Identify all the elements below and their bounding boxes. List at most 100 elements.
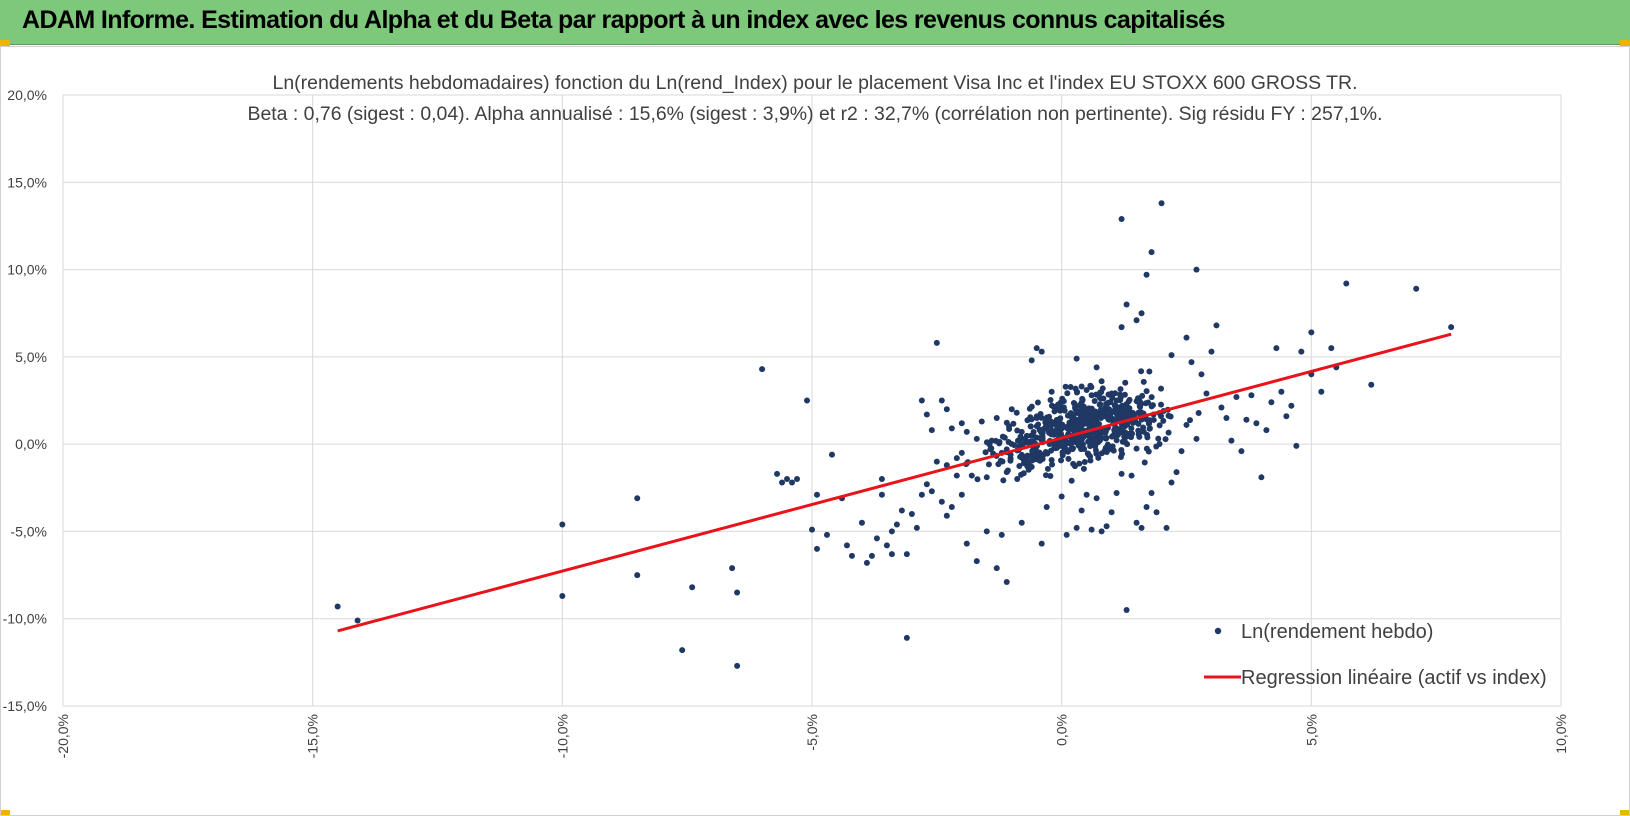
data-point xyxy=(1133,519,1140,526)
data-point xyxy=(983,439,990,446)
data-point xyxy=(813,491,820,498)
data-point xyxy=(1103,523,1110,530)
data-point xyxy=(1042,449,1049,456)
data-point xyxy=(948,425,955,432)
data-point xyxy=(903,634,910,641)
data-point xyxy=(958,449,965,456)
data-point xyxy=(1029,448,1036,455)
data-point xyxy=(1273,345,1280,352)
data-point xyxy=(933,339,940,346)
data-point xyxy=(913,524,920,531)
y-tick-label: -10,0% xyxy=(3,611,47,627)
data-point xyxy=(1078,437,1085,444)
data-point xyxy=(1026,458,1033,465)
data-point xyxy=(1028,416,1035,423)
data-point xyxy=(1062,383,1069,390)
data-point xyxy=(1033,345,1040,352)
data-point xyxy=(993,414,1000,421)
y-tick-label: 0,0% xyxy=(15,436,47,452)
data-point xyxy=(1147,417,1154,424)
data-point xyxy=(759,366,766,373)
data-point xyxy=(923,481,930,488)
data-point xyxy=(1078,507,1085,514)
data-point xyxy=(863,559,870,566)
data-point xyxy=(1048,388,1055,395)
data-point xyxy=(1142,400,1149,407)
data-point xyxy=(903,551,910,558)
data-point xyxy=(634,495,641,502)
data-point xyxy=(794,476,801,483)
data-point xyxy=(948,503,955,510)
data-point xyxy=(1014,476,1021,483)
data-point xyxy=(1069,446,1076,453)
data-point xyxy=(1213,322,1220,329)
data-point xyxy=(779,479,786,486)
data-point xyxy=(1233,394,1240,401)
data-point xyxy=(1117,386,1124,393)
x-tick-label: -5,0% xyxy=(804,714,820,751)
data-point xyxy=(858,519,865,526)
data-point xyxy=(1143,503,1150,510)
corner-marker-top-right xyxy=(1620,40,1630,46)
data-point xyxy=(1039,452,1046,459)
data-point xyxy=(1105,409,1112,416)
data-point xyxy=(1318,388,1325,395)
data-point xyxy=(1198,371,1205,378)
banner-title: ADAM Informe. Estimation du Alpha et du … xyxy=(22,6,1225,34)
data-point xyxy=(1018,453,1025,460)
data-point xyxy=(958,491,965,498)
data-point xyxy=(1042,472,1049,479)
x-tick-label: -20,0% xyxy=(55,714,71,758)
data-point xyxy=(1343,280,1350,287)
data-point xyxy=(878,491,885,498)
data-point xyxy=(1024,452,1031,459)
data-point xyxy=(1140,378,1147,385)
data-point xyxy=(1293,442,1300,449)
data-point xyxy=(1005,439,1012,446)
data-point xyxy=(953,455,960,462)
data-point xyxy=(987,446,994,453)
data-point xyxy=(1135,431,1142,438)
chart-title: Ln(rendements hebdomadaires) fonction du… xyxy=(273,73,1358,94)
data-point xyxy=(1253,420,1260,427)
data-point xyxy=(1156,422,1163,429)
data-point xyxy=(1413,285,1420,292)
data-point xyxy=(1017,433,1024,440)
data-point xyxy=(1010,420,1017,427)
data-point xyxy=(1081,458,1088,465)
data-point xyxy=(634,572,641,579)
data-point xyxy=(1017,441,1024,448)
data-point xyxy=(1140,424,1147,431)
data-point xyxy=(1098,378,1105,385)
data-point xyxy=(1113,437,1120,444)
data-point xyxy=(1088,392,1095,399)
data-point xyxy=(1089,419,1096,426)
data-point xyxy=(1094,420,1101,427)
data-point xyxy=(1088,384,1095,391)
data-point xyxy=(1091,397,1098,404)
data-point xyxy=(1088,526,1095,533)
data-point xyxy=(804,397,811,404)
data-point xyxy=(1146,425,1153,432)
data-point xyxy=(1203,390,1210,397)
data-point xyxy=(734,662,741,669)
x-tick-label: 0,0% xyxy=(1054,714,1070,746)
data-point xyxy=(953,472,960,479)
data-point xyxy=(1155,435,1162,442)
data-point xyxy=(1188,359,1195,366)
data-point xyxy=(1448,324,1455,331)
data-point xyxy=(1091,436,1098,443)
data-point xyxy=(1238,448,1245,455)
data-point xyxy=(1121,438,1128,445)
data-point xyxy=(1058,457,1065,464)
data-point xyxy=(1135,420,1142,427)
data-point xyxy=(1123,301,1130,308)
data-point xyxy=(1193,266,1200,273)
data-point xyxy=(1195,409,1202,416)
data-point xyxy=(1109,391,1116,398)
data-point xyxy=(1121,391,1128,398)
data-point xyxy=(729,565,736,572)
data-point xyxy=(828,451,835,458)
data-point xyxy=(998,531,1005,538)
data-point xyxy=(1069,415,1076,422)
